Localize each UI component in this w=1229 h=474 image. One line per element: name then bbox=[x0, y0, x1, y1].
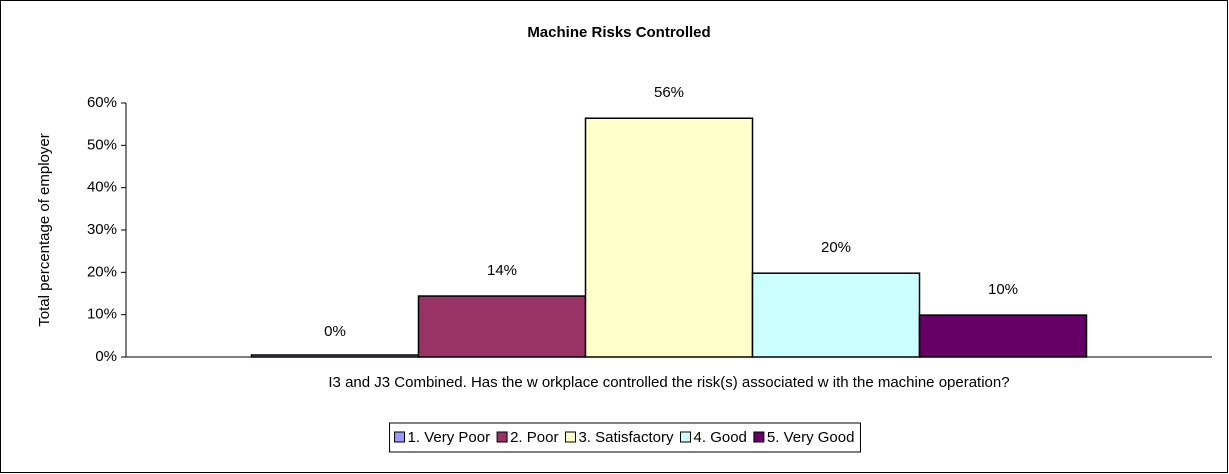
legend-label: 4. Good bbox=[694, 429, 747, 446]
data-label: 20% bbox=[821, 239, 851, 256]
data-label: 0% bbox=[324, 323, 346, 340]
legend-label: 1. Very Poor bbox=[408, 429, 491, 446]
legend-swatch bbox=[496, 431, 508, 443]
legend-label: 2. Poor bbox=[510, 429, 558, 446]
y-tick-label: 60% bbox=[87, 94, 117, 111]
legend-label: 3. Satisfactory bbox=[578, 429, 674, 446]
bar bbox=[751, 272, 921, 358]
bar bbox=[417, 295, 587, 358]
bar bbox=[584, 117, 754, 358]
legend-box bbox=[389, 422, 861, 453]
data-label: 56% bbox=[654, 84, 684, 101]
y-tick-label: 0% bbox=[95, 348, 117, 365]
legend-label: 5. Very Good bbox=[767, 429, 855, 446]
legend-swatch bbox=[394, 431, 406, 443]
chart-title: Machine Risks Controlled bbox=[527, 24, 710, 41]
legend-swatch bbox=[680, 431, 692, 443]
data-label: 10% bbox=[988, 281, 1018, 298]
y-tick-label: 50% bbox=[87, 136, 117, 153]
data-label: 14% bbox=[487, 262, 517, 279]
y-axis-label: Total percentage of employer bbox=[36, 133, 53, 326]
y-tick-label: 20% bbox=[87, 263, 117, 280]
y-tick-label: 10% bbox=[87, 306, 117, 323]
bar bbox=[918, 314, 1088, 358]
legend-swatch bbox=[564, 431, 576, 443]
legend-swatch bbox=[753, 431, 765, 443]
y-tick-label: 30% bbox=[87, 221, 117, 238]
y-tick-label: 40% bbox=[87, 179, 117, 196]
x-axis-label: I3 and J3 Combined. Has the w orkplace c… bbox=[328, 374, 1009, 391]
